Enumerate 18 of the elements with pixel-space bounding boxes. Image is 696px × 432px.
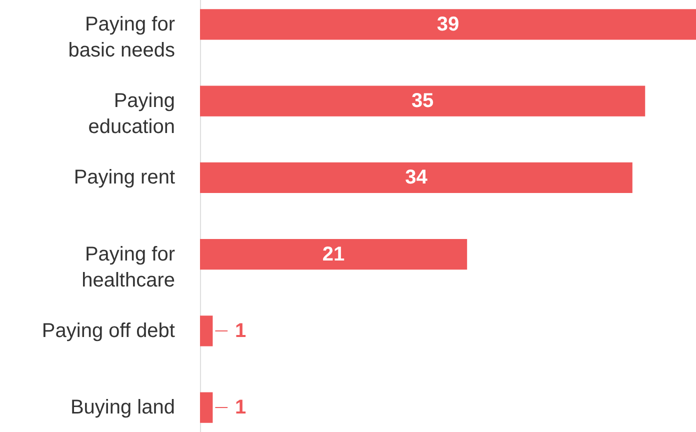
- data-label: 21: [322, 243, 345, 266]
- bar: [200, 238, 468, 270]
- y-tick-label: Buying land: [70, 396, 175, 419]
- y-tick-label: Paying for healthcare: [82, 243, 176, 292]
- bar: [200, 316, 213, 346]
- bar: [200, 162, 632, 194]
- data-label: 1: [235, 396, 246, 419]
- data-label: 1: [235, 320, 246, 342]
- data-label: 39: [436, 13, 460, 36]
- bar: [200, 9, 696, 40]
- data-label: 35: [411, 90, 434, 112]
- bar: [200, 86, 646, 116]
- y-tick-label: Paying rent: [74, 166, 176, 189]
- y-tick-label: Paying education: [88, 90, 175, 138]
- y-tick-label: Paying off debt: [42, 320, 176, 342]
- bar: [200, 392, 213, 423]
- y-tick-label: Paying for basic needs: [68, 13, 176, 62]
- data-label: 34: [405, 166, 428, 189]
